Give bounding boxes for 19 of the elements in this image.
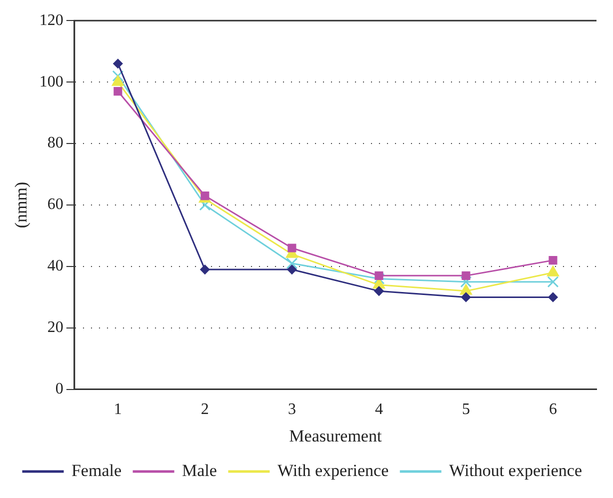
y-tick-label: 80 [47, 134, 64, 152]
x-tick-label: 1 [114, 401, 122, 418]
y-tick-label: 120 [39, 12, 64, 29]
y-axis-title: (nmm) [12, 182, 31, 228]
x-tick-label: 3 [288, 401, 296, 418]
y-tick-label: 20 [47, 319, 64, 336]
x-tick-label: 5 [462, 401, 470, 418]
legend-label: Female [71, 460, 122, 480]
y-tick-label: 40 [47, 258, 64, 275]
x-tick-label: 4 [374, 401, 383, 418]
legend-label: Without experience [449, 460, 582, 480]
x-tick-label: 6 [548, 401, 557, 418]
x-tick-label: 2 [200, 401, 209, 418]
legend-label: Male [182, 460, 217, 480]
legend-label: With experience [277, 460, 389, 480]
y-tick-label: 100 [39, 73, 64, 90]
x-axis-title: Measurement [289, 426, 382, 446]
y-tick-label: 0 [55, 380, 64, 398]
y-tick-label: 60 [47, 196, 64, 214]
